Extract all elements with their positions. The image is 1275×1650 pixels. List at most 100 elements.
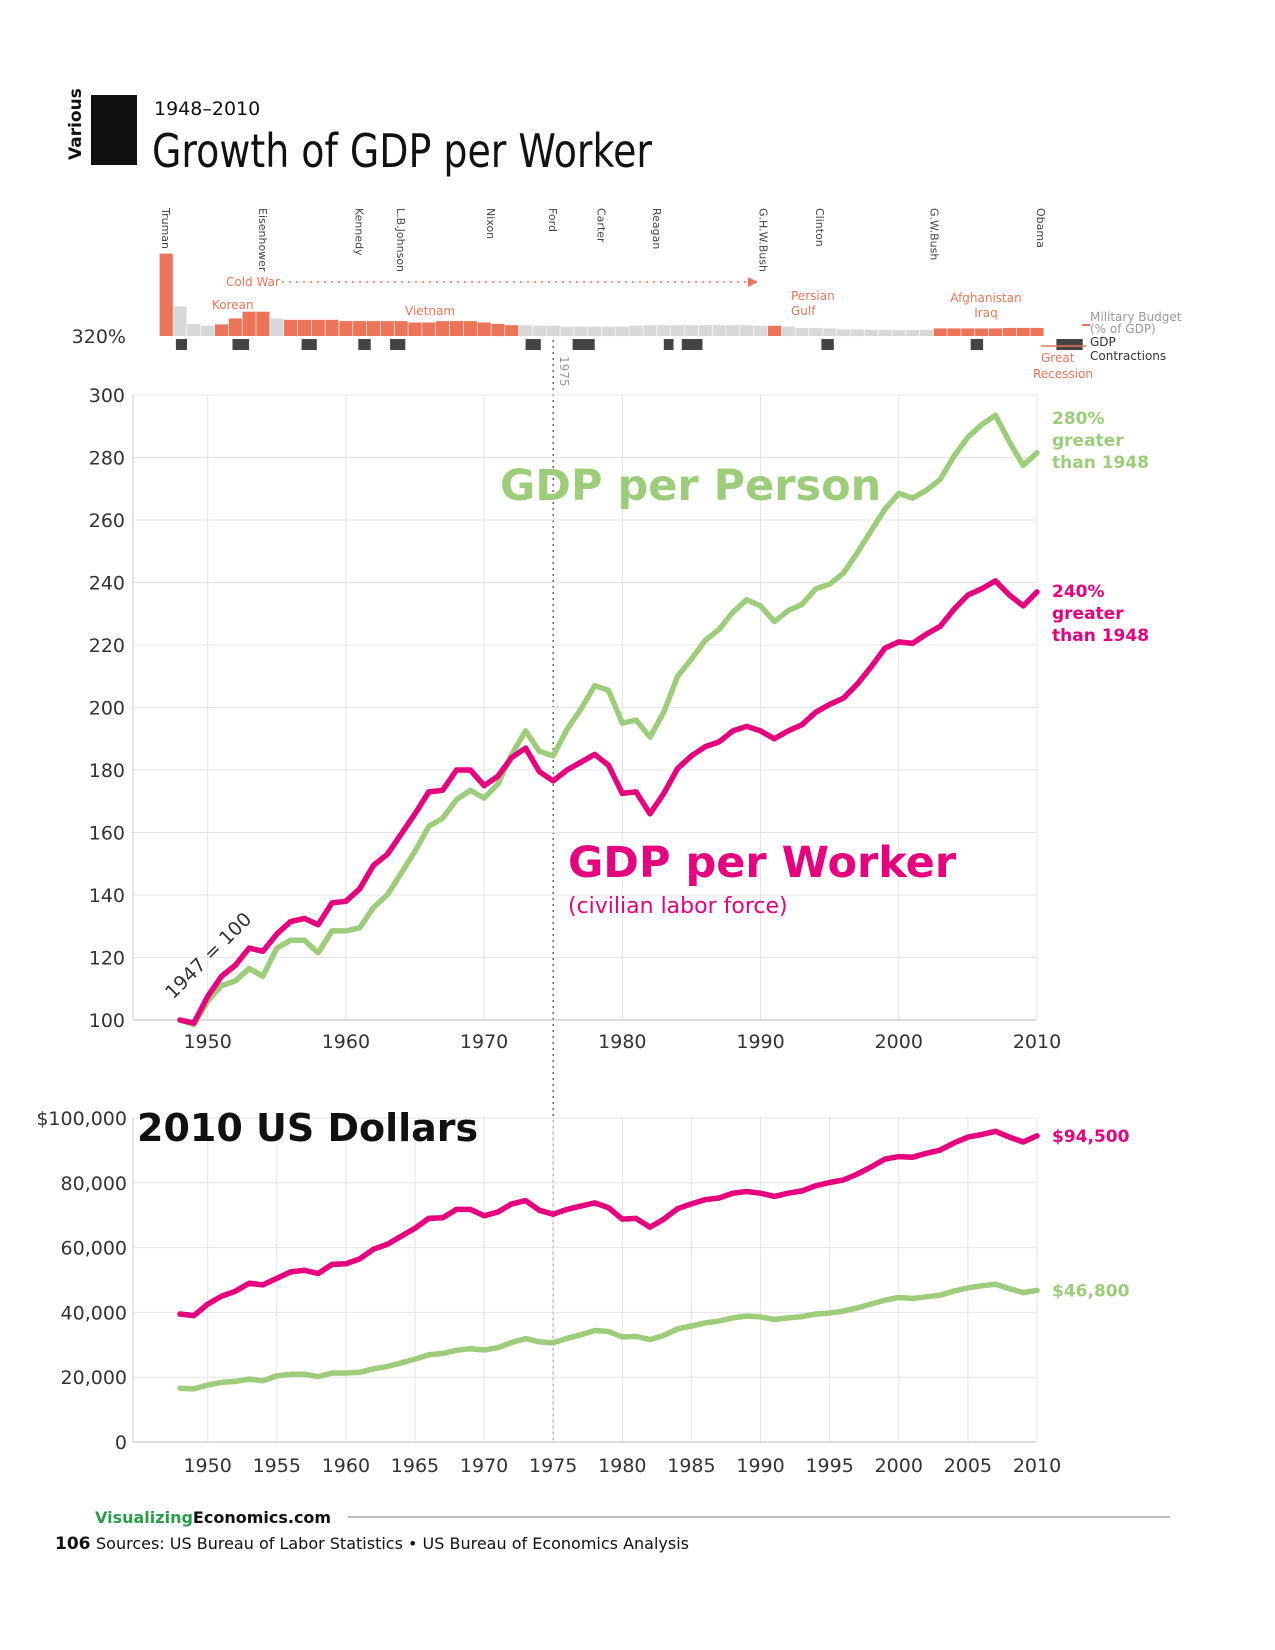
military-budget-bar [380,321,394,336]
page-number: 106 [55,1534,91,1554]
gdp-contraction-marker [970,339,984,350]
military-budget-bar [864,329,878,336]
military-budget-bar [657,325,671,336]
president-label: Kennedy [353,208,366,256]
military-budget-bar [201,325,215,336]
y-tick-label: 180 [89,760,125,782]
y-tick-label: 0 [115,1432,127,1454]
military-budget-bar [836,329,851,337]
military-budget-bar [560,326,574,337]
timeline-start-label: 320% [72,326,126,348]
military-budget-bar [850,329,864,337]
year-1975-label: 1975 [557,356,571,387]
gdp-per-worker-end-label: greater [1052,604,1124,624]
military-budget-bar [159,253,173,336]
y-tick-label: 100 [89,1010,125,1032]
military-budget-bar [1016,327,1030,336]
event-afghanistan: Afghanistan [950,291,1021,305]
gdp-per-worker-end-label: than 1948 [1052,626,1149,646]
footer-brand-part2: Economics.com [193,1508,331,1527]
military-budget-bar [684,325,698,336]
gdp-contraction-marker [1056,339,1083,350]
military-budget-bar [436,321,450,336]
y-tick-label: 80,000 [61,1173,127,1195]
event-cold-war: Cold War [226,275,280,289]
military-budget-bar [643,325,657,336]
president-label: G.W.Bush [928,208,941,260]
y-tick-label: 60,000 [61,1238,127,1260]
military-budget-bar [767,325,781,336]
dollar-series-line-gdp-per-worker [177,1128,1040,1319]
military-budget-bar [270,318,284,336]
military-budget-bar [601,326,616,337]
y-tick-label: 200 [89,698,125,720]
event-iraq: Iraq [974,306,997,320]
military-budget-bar [353,321,367,336]
military-budget-bar [753,325,768,336]
legend-military-1: Military Budget [1090,310,1182,324]
gdp-contraction-marker [821,339,834,350]
military-budget-bar [947,328,961,336]
y-tick-label: 220 [89,635,125,657]
sources-note: Sources: US Bureau of Labor Statistics •… [96,1534,689,1553]
x-tick-label: 2000 [875,1031,923,1053]
military-budget-bar [961,328,975,336]
military-budget-bar [740,325,754,336]
legend-military-2: (% of GDP) [1090,322,1156,336]
series-line-gdp-per-worker [177,578,1040,1026]
y-tick-label: 40,000 [61,1302,127,1324]
president-label: Truman [159,207,172,249]
military-budget-bar [242,311,256,336]
x-tick-label: 2000 [875,1455,923,1477]
x-tick-label: 1975 [529,1455,577,1477]
military-budget-bar [173,306,187,336]
dollar-end-label: $46,800 [1052,1281,1130,1301]
gdp-contraction-marker [232,339,250,350]
military-budget-bar [366,321,381,336]
event-gulf: Gulf [791,304,816,318]
military-budget-bar [394,321,408,336]
military-budget-bar [823,328,837,336]
military-budget-bar [449,321,464,336]
military-budget-bar [919,329,933,336]
event-korean: Korean [212,298,254,312]
military-budget-bar [339,321,353,336]
x-tick-label: 1965 [391,1455,439,1477]
military-budget-bar [214,324,229,336]
dollars-chart-title: 2010 US Dollars [137,1106,478,1150]
x-tick-label: 1950 [183,1031,231,1053]
military-budget-bar [726,325,740,336]
gdp-per-person-end-label: than 1948 [1052,453,1149,473]
military-budget-bar [781,326,795,337]
military-budget-bar [698,325,712,336]
military-budget-bar [892,330,906,336]
military-budget-bar [574,326,588,337]
military-budget-bar [532,325,546,336]
president-label: Ford [546,208,559,232]
military-budget-bar [975,328,989,336]
military-budget-bar [422,322,436,336]
military-budget-bar [878,329,892,336]
y-tick-label: 240 [89,573,125,595]
military-budget-bar [1030,327,1044,336]
event-persian: Persian [791,289,835,303]
x-tick-label: 1950 [183,1455,231,1477]
x-tick-label: 1960 [322,1455,370,1477]
event-recession: Recession [1033,367,1093,381]
president-label: Eisenhower [256,208,269,272]
x-tick-label: 1970 [460,1031,508,1053]
military-budget-bar [311,319,325,336]
military-budget-bar [284,319,298,336]
president-label: L.B.Johnson [394,208,407,272]
military-budget-bar [228,318,242,336]
military-budget-bar [906,330,920,336]
president-label: Reagan [650,208,663,249]
y-tick-label: 140 [89,885,125,907]
president-label: Obama [1034,208,1047,248]
gdp-per-worker-end-label: 240% [1052,582,1105,602]
header: Various 1948–2010 Growth of GDP per Work… [66,88,652,178]
gdp-contraction-marker [663,339,674,350]
military-budget-bar [477,322,491,336]
footer-brand: VisualizingEconomics.com [95,1508,331,1527]
military-budget-bar [519,325,533,336]
